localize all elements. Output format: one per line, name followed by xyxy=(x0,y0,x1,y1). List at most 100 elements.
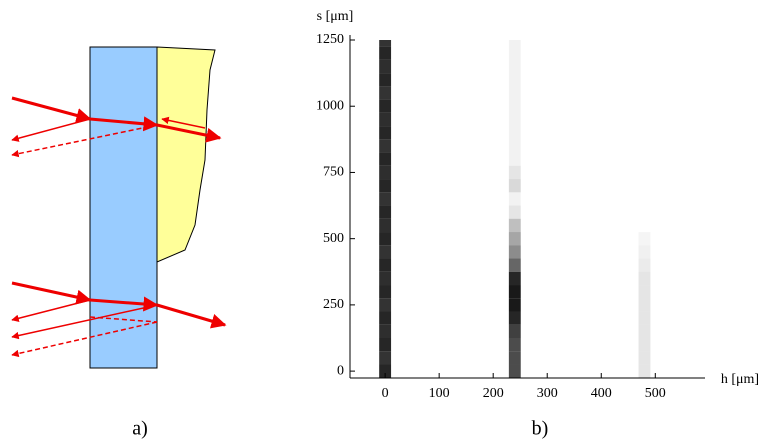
density-cell xyxy=(508,311,521,325)
density-cell xyxy=(379,46,392,60)
density-cell xyxy=(639,166,651,179)
density-cell xyxy=(508,232,521,246)
density-cell xyxy=(639,86,651,99)
sample xyxy=(156,46,216,263)
density-cell xyxy=(638,258,651,272)
density-cell xyxy=(639,60,651,73)
plate xyxy=(89,46,158,369)
density-cell xyxy=(508,112,521,127)
density-cell xyxy=(638,298,651,312)
density-cell xyxy=(508,192,521,206)
density-cell xyxy=(639,192,651,205)
density-cell xyxy=(379,338,392,352)
density-cell xyxy=(639,113,651,126)
density-cell xyxy=(638,324,651,339)
density-cell xyxy=(508,351,521,365)
density-cell xyxy=(379,324,392,339)
y-tick-label: 250 xyxy=(323,297,344,312)
density-cell xyxy=(638,285,651,299)
density-cell xyxy=(639,126,651,139)
density-cell xyxy=(508,179,521,193)
density-cell xyxy=(508,258,521,272)
y-tick-label: 0 xyxy=(337,363,344,378)
density-cell xyxy=(639,47,651,60)
density-cell xyxy=(639,73,651,86)
x-tick-label: 300 xyxy=(537,386,558,401)
density-plot: 0 250 500 750 1000 1250 0 100 200 300 400 500 s [μm]… xyxy=(316,9,759,439)
density-cell xyxy=(639,153,651,166)
density-cell xyxy=(508,218,521,233)
density-cell xyxy=(379,192,392,206)
density-cell xyxy=(379,40,392,47)
density-cell xyxy=(638,364,651,378)
density-cell xyxy=(508,245,521,259)
density-cell xyxy=(638,338,651,352)
density-cell xyxy=(379,205,392,219)
density-cell xyxy=(639,100,651,113)
density-cell xyxy=(638,245,651,259)
y-tick-label: 500 xyxy=(323,231,344,246)
density-cell xyxy=(639,40,651,47)
x-tick-label: 200 xyxy=(483,386,504,401)
density-cell xyxy=(508,86,521,100)
density-cell xyxy=(508,338,521,352)
density-cell xyxy=(379,165,392,180)
x-tick-label: 500 xyxy=(645,386,666,401)
density-cell xyxy=(379,258,392,272)
density-cell xyxy=(379,59,392,74)
density-cell xyxy=(508,271,521,286)
density-cell xyxy=(379,73,392,87)
density-cell xyxy=(379,311,392,325)
density-cell xyxy=(379,285,392,299)
x-tick-label: 100 xyxy=(429,386,450,401)
density-cell xyxy=(508,139,521,153)
density-cell xyxy=(379,139,392,153)
x-tick-label: 400 xyxy=(591,386,612,401)
density-cell xyxy=(638,232,651,246)
density-cell xyxy=(508,73,521,87)
density-cell xyxy=(639,139,651,152)
density-cell xyxy=(508,40,521,47)
density-cell xyxy=(508,46,521,60)
density-cell xyxy=(379,245,392,259)
density-cell xyxy=(638,271,651,286)
y-axis-label: s [μm] xyxy=(317,9,354,24)
density-cell xyxy=(639,206,651,219)
density-cell xyxy=(508,285,521,299)
density-cell xyxy=(379,364,392,378)
density-cell xyxy=(508,59,521,74)
density-cell xyxy=(639,179,651,192)
density-cell xyxy=(508,364,521,378)
density-cell xyxy=(508,298,521,312)
x-tick-label: 0 xyxy=(382,386,389,401)
density-cell xyxy=(508,165,521,180)
density-cell xyxy=(639,219,651,232)
density-cell xyxy=(379,126,392,140)
density-cell xyxy=(379,99,392,113)
density-cell xyxy=(379,351,392,365)
panel-label: a) xyxy=(132,418,148,440)
diagram: a) xyxy=(11,46,227,440)
density-cell xyxy=(379,86,392,100)
density-cell xyxy=(379,112,392,127)
y-tick-label: 1250 xyxy=(316,32,344,47)
density-cell xyxy=(379,179,392,193)
y-tick-label: 1000 xyxy=(316,98,344,113)
density-cell xyxy=(379,271,392,286)
density-cell xyxy=(379,298,392,312)
density-cell xyxy=(638,351,651,365)
density-cell xyxy=(508,324,521,339)
density-cell xyxy=(379,232,392,246)
density-cell xyxy=(508,205,521,219)
x-axis-label: h [μm] xyxy=(721,372,759,387)
y-tick-label: 750 xyxy=(323,165,344,180)
density-cell xyxy=(638,311,651,325)
density-cell xyxy=(379,218,392,233)
density-cell xyxy=(508,126,521,140)
density-cell xyxy=(508,99,521,113)
rays xyxy=(11,96,227,358)
density-cell xyxy=(508,152,521,166)
panel-label: b) xyxy=(532,418,549,440)
density-cell xyxy=(379,152,392,166)
